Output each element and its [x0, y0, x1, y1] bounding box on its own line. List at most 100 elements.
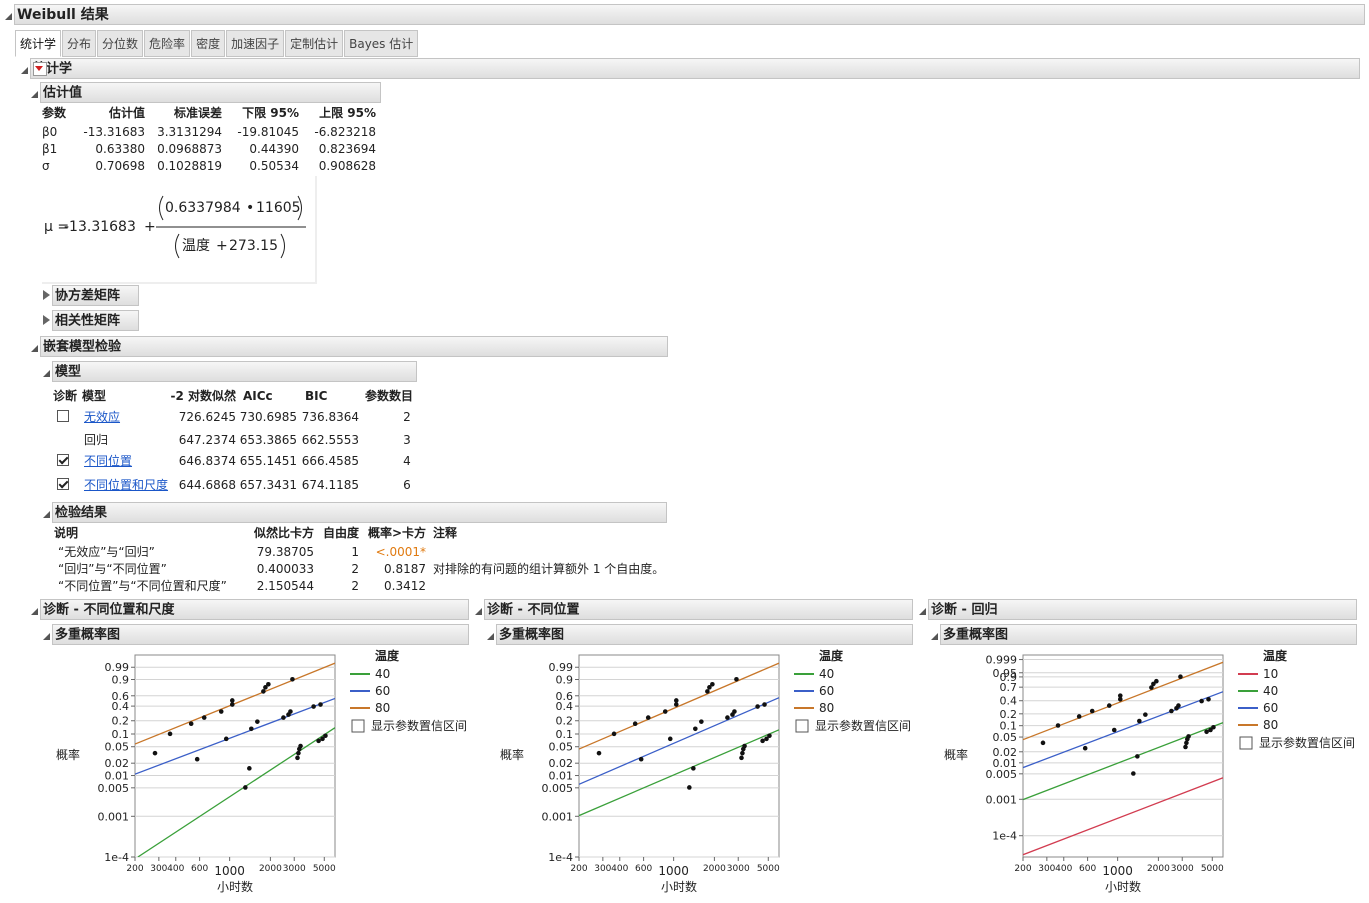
column-header: 说明: [54, 526, 79, 540]
cell: β1: [42, 142, 58, 156]
formula-box: [42, 176, 317, 284]
y-tick-label: 0.02: [105, 757, 130, 770]
data-point: [1204, 729, 1209, 735]
section-title[interactable]: 多重概率图: [943, 627, 1009, 642]
data-point: [218, 709, 224, 714]
section-title[interactable]: Weibull 结果: [17, 6, 109, 23]
tab[interactable]: 密度: [191, 30, 226, 57]
disclosure-toggle[interactable]: [31, 345, 38, 352]
section-title[interactable]: 相关性矩阵: [55, 313, 121, 328]
y-tick-label: 0.001: [542, 810, 574, 823]
data-point: [687, 785, 692, 790]
data-point: [739, 755, 744, 761]
cell: 736.8364: [301, 410, 359, 424]
disclosure-toggle[interactable]: [475, 608, 482, 615]
disclosure-toggle[interactable]: [919, 608, 926, 615]
fit-line: [579, 697, 779, 785]
tab[interactable]: 分布: [62, 30, 97, 57]
disclosure-toggle[interactable]: [43, 511, 50, 518]
section-title[interactable]: 协方差矩阵: [55, 288, 121, 303]
data-point: [194, 756, 200, 762]
tab-strip: 统计学 分布 分位数 危险率 密度 加速因子 定制估计 Bayes 估计: [15, 30, 419, 57]
disclosure-toggle[interactable]: [43, 315, 50, 325]
tab[interactable]: 加速因子: [226, 30, 285, 57]
column-header: 注释: [433, 526, 458, 540]
column-header: AICc: [243, 389, 273, 403]
section-title[interactable]: 估计值: [43, 85, 83, 100]
disclosure-toggle[interactable]: [487, 633, 494, 640]
disclosure-toggle[interactable]: [43, 370, 50, 377]
section-header: [40, 82, 381, 103]
disclosure-toggle[interactable]: [31, 608, 38, 615]
checkbox[interactable]: [351, 719, 365, 733]
section-title[interactable]: 诊断 - 回归: [931, 602, 998, 617]
tab[interactable]: 统计学: [15, 30, 62, 57]
fit-line: [1023, 777, 1223, 856]
y-tick-label: 0.01: [105, 770, 130, 783]
x-tick-label: 2000: [1147, 864, 1170, 874]
legend-label: 80: [819, 701, 834, 715]
cell: σ: [42, 159, 50, 173]
data-point: [223, 736, 229, 742]
data-point: [1117, 693, 1123, 698]
formula-text: μ =: [44, 219, 70, 235]
y-tick-label: 0.6: [112, 690, 130, 703]
column-header: 概率>卡方: [367, 526, 426, 540]
data-point: [1176, 703, 1181, 708]
cell: -19.81045: [237, 125, 299, 139]
y-tick-label: 0.4: [556, 700, 574, 713]
data-point: [318, 702, 323, 707]
legend-title: 温度: [375, 648, 400, 663]
disclosure-toggle[interactable]: [43, 290, 50, 300]
formula-text: -13.31683: [64, 219, 136, 235]
disclosure-toggle[interactable]: [21, 67, 28, 74]
section-title[interactable]: 多重概率图: [55, 627, 121, 642]
data-point: [740, 750, 745, 756]
y-tick-label: 0.005: [986, 768, 1018, 781]
data-point: [707, 685, 712, 690]
disclosure-toggle[interactable]: [31, 91, 38, 98]
section-header: [52, 361, 417, 382]
column-header: 参数: [42, 106, 67, 120]
legend-label: 60: [1263, 701, 1278, 715]
checkbox[interactable]: [57, 454, 69, 466]
tab[interactable]: 定制估计: [285, 30, 344, 57]
disclosure-toggle[interactable]: [43, 633, 50, 640]
checkbox[interactable]: [57, 478, 69, 490]
tab[interactable]: 危险率: [144, 30, 191, 57]
cell: 2: [351, 579, 359, 593]
y-tick-label: 0.99: [549, 661, 574, 674]
model-link[interactable]: 不同位置和尺度: [84, 478, 169, 492]
tab[interactable]: Bayes 估计: [344, 30, 419, 57]
section-title[interactable]: 多重概率图: [499, 627, 565, 642]
section-title[interactable]: 模型: [55, 364, 82, 379]
section-title[interactable]: 诊断 - 不同位置和尺度: [43, 602, 175, 617]
checkbox[interactable]: [795, 719, 809, 733]
disclosure-toggle[interactable]: [931, 633, 938, 640]
x-tick-label: 2000: [259, 864, 282, 874]
model-link[interactable]: 无效应: [84, 410, 121, 424]
model-link[interactable]: 不同位置: [84, 454, 133, 468]
x-tick-label: 300: [1038, 864, 1055, 874]
section-header: [40, 599, 469, 620]
fit-line: [1023, 691, 1223, 769]
y-tick-label: 0.001: [98, 810, 130, 823]
y-tick-label: 0.4: [112, 700, 130, 713]
checkbox[interactable]: [57, 410, 69, 422]
tab[interactable]: 分位数: [97, 30, 144, 57]
data-point: [1208, 727, 1213, 733]
disclosure-toggle[interactable]: [5, 13, 12, 20]
section-title[interactable]: 诊断 - 不同位置: [487, 602, 580, 617]
column-header: 估计值: [108, 106, 145, 120]
y-tick-label: 0.999: [986, 654, 1018, 667]
x-tick-label: 1000: [658, 864, 689, 878]
checkbox[interactable]: [1239, 736, 1253, 750]
x-tick-label: 300: [150, 864, 167, 874]
data-point: [1089, 708, 1095, 714]
x-tick-label: 400: [611, 864, 628, 874]
data-point: [632, 721, 638, 727]
section-title[interactable]: 检验结果: [55, 505, 108, 520]
section-title[interactable]: 嵌套模型检验: [43, 339, 122, 354]
x-tick-label: 600: [635, 864, 652, 874]
data-point: [263, 685, 268, 690]
